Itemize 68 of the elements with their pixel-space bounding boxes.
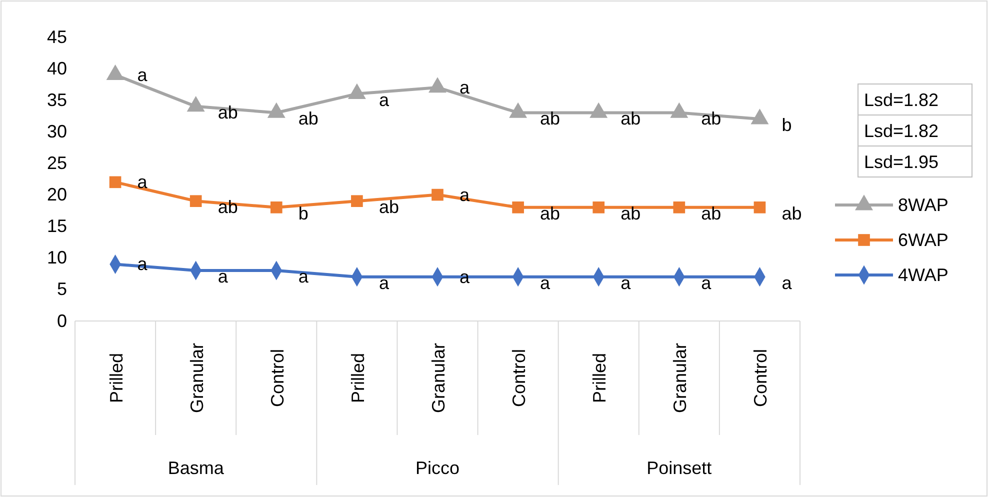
y-tick-label: 10 xyxy=(46,248,67,268)
x-tick-label: Granular xyxy=(186,342,207,414)
x-tick-label: Prilled xyxy=(590,352,610,404)
text: Poinsett xyxy=(646,458,712,478)
y-tick-label: 40 xyxy=(46,58,67,78)
x-tick-label: Granular xyxy=(670,342,690,414)
data-label: a xyxy=(378,272,390,293)
data-label: a xyxy=(137,64,148,85)
data-label: a xyxy=(460,77,470,98)
point xyxy=(750,108,769,124)
point xyxy=(428,77,446,93)
legend-label: 6WAP xyxy=(898,230,948,250)
text: Picco xyxy=(415,458,460,478)
x-tick-label: Prilled xyxy=(348,352,368,404)
y-tick-label: 35 xyxy=(46,90,67,110)
data-label: ab xyxy=(782,203,802,224)
point xyxy=(592,201,605,214)
data-label: a xyxy=(620,272,632,293)
x-tick-label: Granular xyxy=(428,342,448,414)
y-tick-label: 45 xyxy=(46,26,67,47)
y-tick-label: 20 xyxy=(46,184,67,205)
data-label: ab xyxy=(378,197,399,218)
point xyxy=(267,102,286,118)
point xyxy=(754,201,766,214)
x-tick-label: Control xyxy=(509,348,530,408)
data-label: b xyxy=(782,115,792,136)
data-label: b xyxy=(298,203,308,224)
y-tick-label: 5 xyxy=(56,279,67,300)
data-label: a xyxy=(378,90,390,110)
point xyxy=(512,201,524,214)
point xyxy=(106,64,124,80)
data-label: a xyxy=(782,272,793,293)
point xyxy=(509,102,528,118)
x-tick-label: Control xyxy=(267,348,288,408)
data-label: a xyxy=(218,266,229,287)
data-label: ab xyxy=(701,108,722,129)
data-label: ab xyxy=(701,203,722,224)
point xyxy=(673,201,686,214)
point xyxy=(670,102,688,118)
point xyxy=(186,96,205,112)
text: Basma xyxy=(168,458,225,478)
data-label: ab xyxy=(540,203,560,224)
data-label: ab xyxy=(620,108,641,129)
text: Lsd=1.82 xyxy=(864,121,939,141)
y-tick-label: 15 xyxy=(46,216,67,236)
point xyxy=(590,102,608,118)
x-tick-label: Prilled xyxy=(106,352,126,404)
point xyxy=(109,176,122,188)
legend-label: 8WAP xyxy=(898,195,948,215)
data-label: a xyxy=(540,272,552,293)
y-tick-label: 30 xyxy=(46,121,67,142)
data-label: ab xyxy=(620,203,641,224)
point xyxy=(190,195,202,208)
text: Lsd=1.95 xyxy=(864,152,939,172)
y-tick-label: 25 xyxy=(46,152,67,173)
text: Lsd=1.82 xyxy=(864,90,939,110)
legend-label: 4WAP xyxy=(898,265,948,285)
point xyxy=(348,83,366,99)
data-label: ab xyxy=(540,108,560,129)
point xyxy=(270,201,282,214)
data-label: ab xyxy=(218,102,238,122)
data-label: a xyxy=(701,272,712,293)
y-tick-label: 0 xyxy=(56,310,67,331)
x-tick-label: Control xyxy=(750,348,771,408)
point xyxy=(432,188,444,201)
data-label: a xyxy=(137,172,148,192)
point xyxy=(351,195,363,208)
data-label: ab xyxy=(298,108,318,129)
